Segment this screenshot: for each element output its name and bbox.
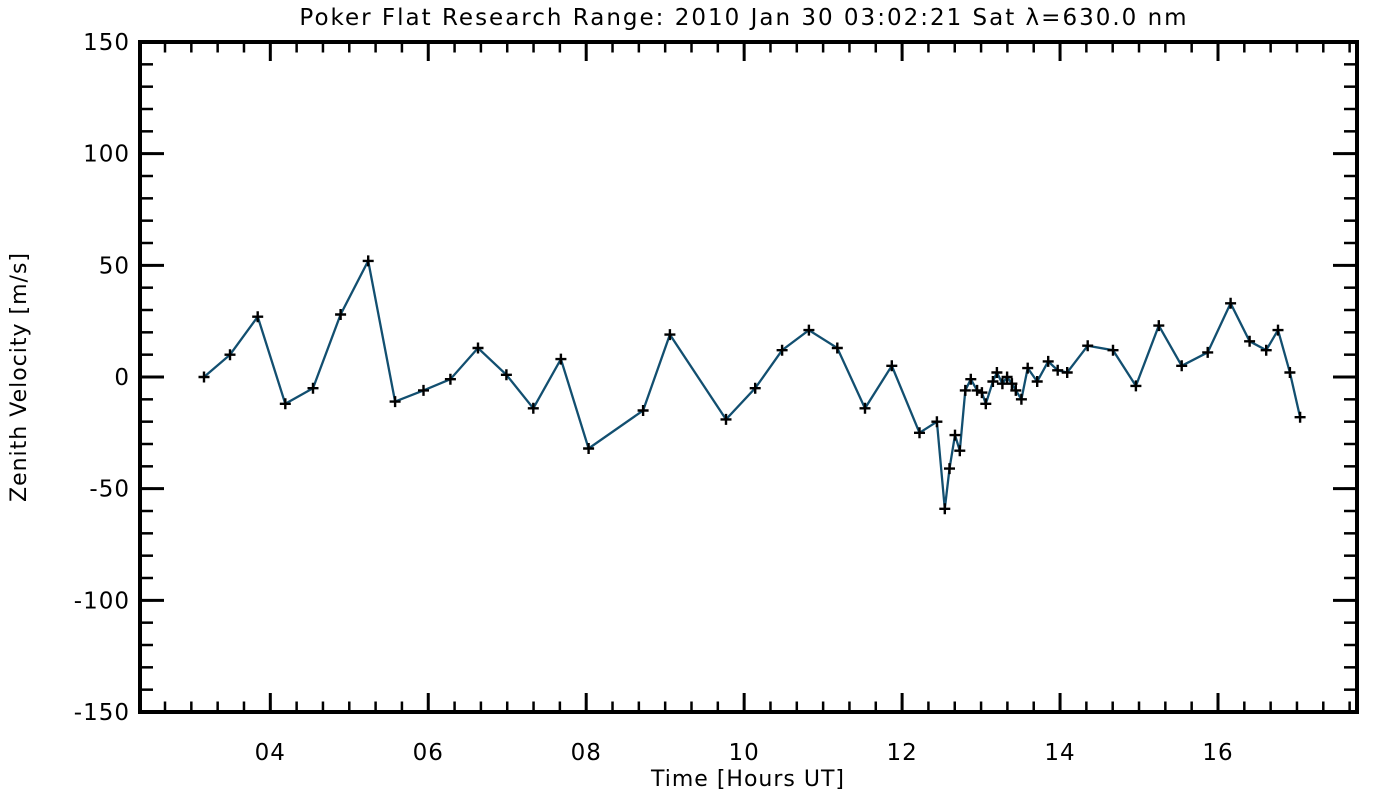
y-tick-label: -50 <box>89 477 130 503</box>
y-tick-label: 150 <box>83 30 130 56</box>
plus-markers <box>199 255 1306 514</box>
x-tick-label: 08 <box>571 740 602 766</box>
y-tick-label: 100 <box>83 142 130 168</box>
y-tick-label: -150 <box>74 700 130 726</box>
x-axis-label: Time [Hours UT] <box>650 767 845 792</box>
y-tick-label: 50 <box>99 253 130 279</box>
x-tick-label: 04 <box>255 740 286 766</box>
axis-tick-labels: 04 06 08 10 12 14 16 -150 -100 -50 0 50 100 150 <box>74 30 1234 766</box>
plot-canvas: Poker Flat Research Range: 2010 Jan 30 0… <box>0 0 1400 800</box>
plot-frame <box>140 42 1357 712</box>
y-tick-label: 0 <box>114 365 130 391</box>
axis-ticks <box>142 42 1355 712</box>
chart-title: Poker Flat Research Range: 2010 Jan 30 0… <box>299 5 1188 31</box>
x-tick-label: 14 <box>1044 740 1075 766</box>
y-axis-label: Zenith Velocity [m/s] <box>7 252 32 502</box>
y-tick-label: -100 <box>74 588 130 614</box>
x-tick-label: 12 <box>886 740 917 766</box>
x-tick-label: 06 <box>413 740 444 766</box>
chart-figure: Poker Flat Research Range: 2010 Jan 30 0… <box>0 0 1400 800</box>
x-tick-label: 16 <box>1202 740 1233 766</box>
x-tick-label: 10 <box>729 740 760 766</box>
data-series <box>199 255 1306 514</box>
